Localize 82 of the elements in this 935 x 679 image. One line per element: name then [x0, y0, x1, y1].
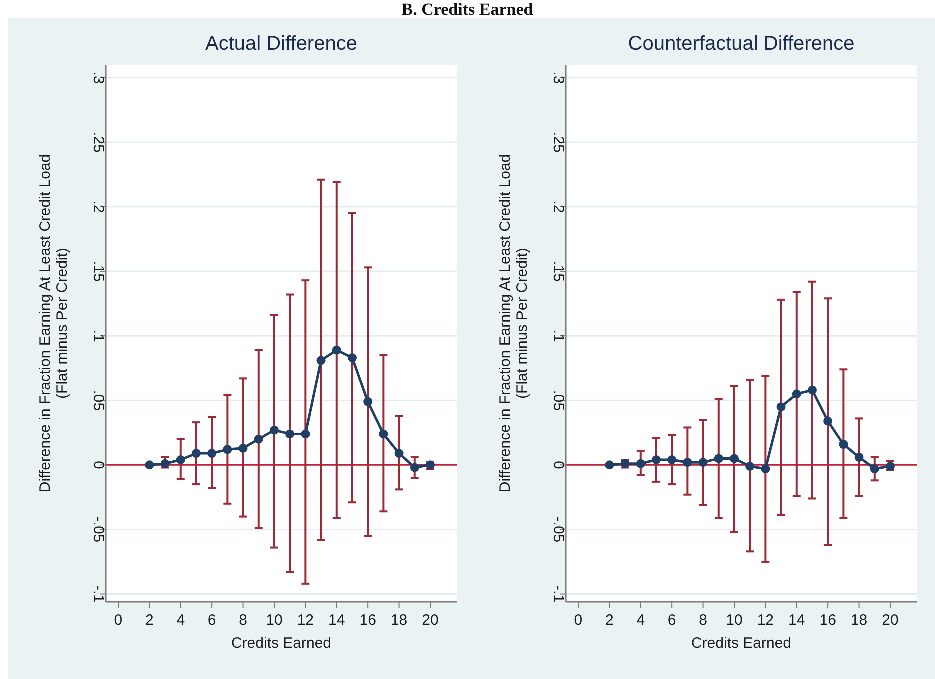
x-tick-label: 0	[114, 612, 123, 629]
x-tick-label: 12	[757, 612, 774, 629]
point	[160, 459, 170, 468]
y-tick-label: .3	[550, 72, 567, 84]
x-tick-label: 16	[820, 612, 836, 629]
y-tick-label: .2	[550, 200, 567, 214]
y-tick-label: -.05	[550, 516, 567, 543]
point	[824, 416, 833, 426]
point	[316, 356, 326, 366]
x-tick-label: 8	[699, 612, 708, 629]
point	[668, 456, 677, 465]
point	[394, 449, 404, 458]
y-tick-label: .15	[550, 261, 567, 282]
x-tick-label: 18	[390, 612, 408, 629]
x-tick-label: 0	[574, 612, 583, 629]
x-axis-title: Credits Earned	[231, 635, 332, 652]
point	[332, 346, 342, 355]
x-tick-label: 20	[882, 612, 899, 629]
x-tick-label: 16	[360, 612, 376, 629]
point	[364, 397, 373, 406]
point	[652, 456, 661, 465]
point	[254, 434, 264, 444]
point	[683, 458, 692, 468]
y-tick-label: .15	[90, 261, 107, 282]
y-tick-label: 0	[90, 460, 107, 470]
point	[808, 386, 817, 395]
y-axis-title: Difference in Fraction Earning At Least Credit Load (Flat minus Per Credit)	[37, 154, 71, 493]
point	[176, 456, 186, 465]
x-tick-label: 4	[636, 612, 646, 629]
point	[223, 445, 232, 454]
point	[698, 458, 708, 468]
x-tick-label: 2	[606, 612, 614, 629]
y-tick-label: .3	[90, 72, 107, 84]
point	[286, 430, 295, 439]
y-tick-label: .1	[90, 330, 107, 342]
point	[730, 454, 739, 464]
x-tick-label: 10	[266, 612, 283, 629]
x-tick-label: 8	[239, 612, 248, 629]
x-tick-label: 6	[668, 612, 676, 629]
x-tick-label: 4	[176, 612, 186, 629]
x-tick-label: 2	[146, 612, 154, 629]
x-axis-title: Credits Earned	[691, 635, 792, 652]
chart-title: Counterfactual Difference	[628, 33, 855, 55]
point	[301, 430, 310, 439]
point	[605, 460, 614, 470]
x-tick-label: 14	[328, 612, 346, 629]
y-tick-label: .05	[90, 390, 107, 412]
chart-title: Actual Difference	[206, 33, 358, 55]
point	[379, 430, 388, 439]
point	[761, 464, 770, 474]
x-tick-label: 20	[422, 612, 439, 629]
point	[270, 426, 279, 435]
point	[854, 452, 864, 462]
point	[870, 464, 880, 474]
point	[192, 449, 201, 458]
x-tick-label: 6	[208, 612, 216, 629]
y-tick-label: -.1	[90, 585, 107, 604]
y-tick-label: .25	[550, 132, 567, 153]
x-tick-label: 10	[726, 612, 743, 629]
point	[776, 402, 786, 412]
x-tick-label: 14	[788, 612, 806, 629]
text: B. Credits Earned	[402, 0, 534, 19]
y-axis-title: Difference in Fraction Earning At Least Credit Load (Flat minus Per Credit)	[497, 154, 531, 493]
point	[636, 459, 646, 468]
y-tick-label: 0	[550, 460, 567, 470]
y-tick-label: .2	[90, 200, 107, 214]
point	[714, 454, 724, 464]
x-tick-label: 18	[850, 612, 868, 629]
point	[145, 460, 154, 470]
point	[208, 449, 217, 458]
point	[410, 463, 420, 472]
point	[348, 354, 357, 363]
y-tick-label: .25	[90, 132, 107, 153]
point	[238, 444, 248, 453]
y-tick-label: .05	[550, 390, 567, 412]
y-tick-label: .1	[550, 330, 567, 342]
point	[746, 462, 755, 471]
point	[839, 440, 848, 450]
y-tick-label: -.1	[550, 585, 567, 604]
x-tick-label: 12	[297, 612, 314, 629]
y-tick-label: -.05	[90, 516, 107, 543]
point	[792, 390, 802, 399]
